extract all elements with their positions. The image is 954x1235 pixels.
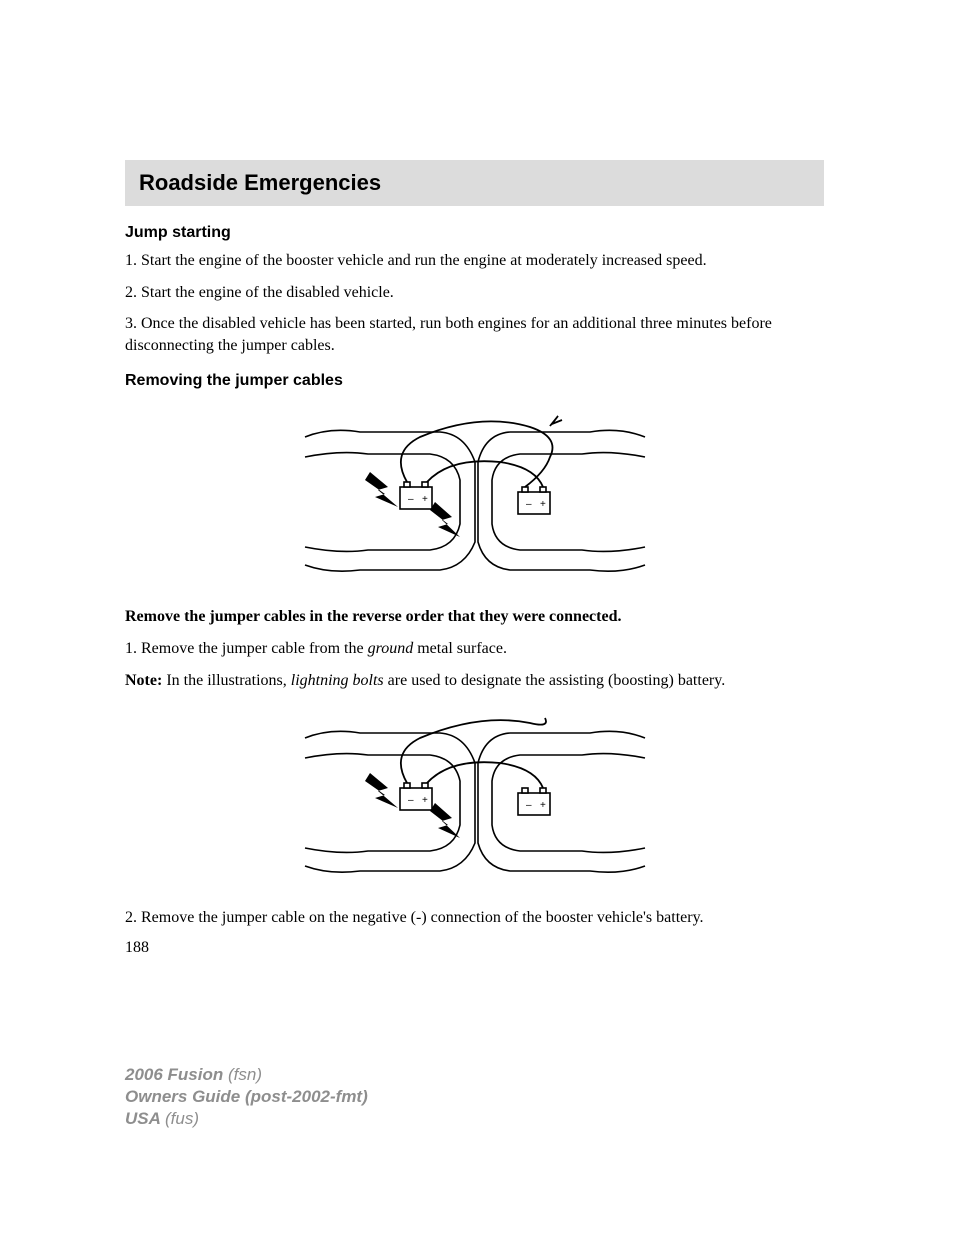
remove-step-1a: 1. Remove the jumper cable from the [125,640,368,657]
remove-step-1-italic: ground [368,640,414,657]
svg-text:–: – [526,499,532,510]
svg-text:+: + [540,499,546,510]
svg-text:+: + [422,494,428,505]
page-content: Roadside Emergencies Jump starting 1. St… [0,0,954,957]
subheading-removing-cables: Removing the jumper cables [125,372,824,390]
remove-step-1b: metal surface. [413,640,507,657]
footer-line-2: Owners Guide (post-2002-fmt) [125,1086,368,1108]
footer-line-1: 2006 Fusion (fsn) [125,1064,368,1086]
note-label: Note: [125,672,162,689]
footer-region: USA [125,1109,165,1128]
note-a: In the illustrations, [162,672,290,689]
jump-step-2: 2. Start the engine of the disabled vehi… [125,282,824,304]
footer-code-2: (fus) [165,1109,199,1128]
note-paragraph: Note: In the illustrations, lightning bo… [125,670,824,692]
footer-code-1: (fsn) [228,1065,262,1084]
note-italic: lightning bolts [291,672,384,689]
page-number: 188 [125,939,824,957]
reverse-order-instruction: Remove the jumper cables in the reverse … [125,606,824,628]
svg-text:–: – [408,494,414,505]
note-b: are used to designate the assisting (boo… [384,672,726,689]
jumper-cable-diagram-1: – + – + [300,402,650,587]
svg-text:+: + [540,800,546,811]
subheading-jump-starting: Jump starting [125,224,824,242]
remove-step-1: 1. Remove the jumper cable from the grou… [125,638,824,660]
diagram-1-wrap: – + – + [125,402,824,592]
footer-model: 2006 Fusion [125,1065,228,1084]
section-header-bar: Roadside Emergencies [125,160,824,206]
footer-line-3: USA (fus) [125,1108,368,1130]
section-title: Roadside Emergencies [139,170,810,196]
svg-text:+: + [422,795,428,806]
svg-text:–: – [526,800,532,811]
svg-text:–: – [408,795,414,806]
jump-step-1: 1. Start the engine of the booster vehic… [125,250,824,272]
jump-step-3: 3. Once the disabled vehicle has been st… [125,313,824,356]
footer-block: 2006 Fusion (fsn) Owners Guide (post-200… [125,1064,368,1130]
diagram-2-wrap: – + – + [125,703,824,893]
jumper-cable-diagram-2: – + – + [300,703,650,888]
remove-step-2: 2. Remove the jumper cable on the negati… [125,907,824,929]
